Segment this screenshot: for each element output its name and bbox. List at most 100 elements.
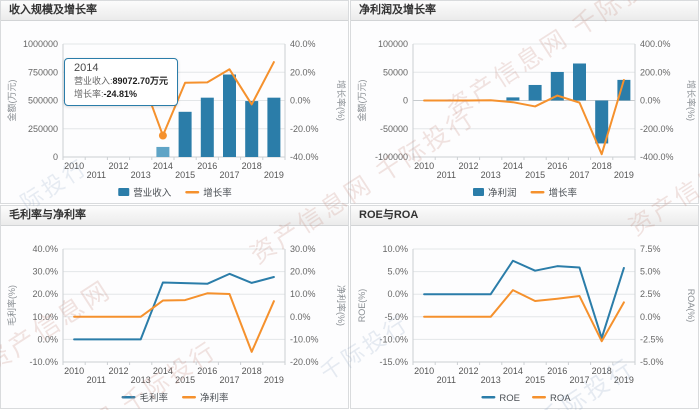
tooltip-value: -24.81% bbox=[103, 88, 138, 99]
right-axis-tick-label: 10.0% bbox=[290, 289, 316, 299]
line-ROA[interactable] bbox=[423, 289, 625, 343]
line-ROE[interactable] bbox=[423, 259, 625, 340]
legend-line-swatch bbox=[121, 396, 136, 399]
left-axis-tick-label: 0.0% bbox=[37, 334, 58, 344]
right-axis-name: 增长率(%) bbox=[336, 80, 347, 121]
x-axis-year-label: 2019 bbox=[264, 170, 284, 180]
panel-netprofit-growth: 净利润及增长率 100000 400.0% 50000 200.0% 0 0.0% -500… bbox=[350, 0, 699, 204]
right-axis-name: 净利率(%) bbox=[336, 285, 347, 326]
x-axis-year-label: 2012 bbox=[458, 161, 478, 171]
x-axis-year-label: 2018 bbox=[242, 366, 262, 376]
chart-canvas-revenue-growth[interactable]: 1000000 40.0% 750000 20.0% 500000 0.0% 250000 -… bbox=[1, 21, 349, 204]
x-axis-year-label: 2011 bbox=[87, 375, 106, 385]
x-axis-year-label: 2017 bbox=[569, 170, 589, 180]
left-axis-tick-label: -50000 bbox=[380, 124, 408, 134]
bar-营业收入-2018[interactable] bbox=[245, 101, 259, 157]
legend-item-净利润[interactable]: 净利润 bbox=[473, 187, 517, 199]
right-axis-tick-label: 30.0% bbox=[290, 244, 316, 254]
chart-tooltip: 2014 营业收入:89072.70万元 增长率:-24.81% bbox=[64, 58, 179, 107]
right-axis-tick-label: -5.0% bbox=[640, 357, 664, 367]
x-axis-year-label: 2011 bbox=[437, 375, 456, 385]
legend-bar-swatch bbox=[118, 188, 130, 196]
panel-title-text: ROE与ROA bbox=[359, 209, 419, 221]
line-毛利率[interactable] bbox=[73, 272, 275, 341]
right-axis-tick-label: -20.0% bbox=[290, 357, 319, 367]
bar-净利润-2019[interactable] bbox=[617, 79, 631, 101]
panel-title-margins: 毛利率与净利率 bbox=[1, 206, 348, 226]
legend-item-毛利率[interactable]: 毛利率 bbox=[121, 392, 169, 404]
x-axis-year-label: 2016 bbox=[197, 161, 217, 171]
left-axis-tick-label: -5.0% bbox=[384, 312, 408, 322]
x-axis-year-label: 2010 bbox=[64, 366, 84, 376]
legend-label: 净利润 bbox=[488, 187, 517, 199]
panel-roe-roa: ROE与ROA 10.0% 7.5% 5.0% 5.0% 0.0% 2.5% -5.0% 0.… bbox=[350, 205, 699, 409]
right-axis-tick-label: -10.0% bbox=[290, 334, 319, 344]
panel-margins: 毛利率与净利率 40.0% 30.0% 30.0% 20.0% 20.0% 10.0% 10… bbox=[0, 205, 349, 409]
x-axis-year-label: 2012 bbox=[458, 366, 478, 376]
panel-title-text: 收入规模及增长率 bbox=[9, 4, 97, 16]
bar-营业收入-2019[interactable] bbox=[267, 97, 281, 157]
right-axis-tick-label: 0.0% bbox=[640, 312, 661, 322]
highlight-point-2014[interactable] bbox=[158, 131, 167, 140]
legend-item-营业收入[interactable]: 营业收入 bbox=[118, 187, 172, 199]
x-axis-year-label: 2015 bbox=[525, 170, 545, 180]
x-axis-year-label: 2018 bbox=[592, 161, 612, 171]
x-axis-year-label: 2016 bbox=[547, 366, 567, 376]
right-axis-name: ROA(%) bbox=[686, 289, 696, 323]
bar-营业收入-2014[interactable] bbox=[156, 146, 170, 157]
legend-item-增长率[interactable]: 增长率 bbox=[530, 187, 578, 199]
x-axis-year-label: 2013 bbox=[131, 375, 151, 385]
bar-营业收入-2015[interactable] bbox=[178, 111, 192, 157]
chart-canvas-netprofit-growth[interactable]: 100000 400.0% 50000 200.0% 0 0.0% -50000 -200.0… bbox=[351, 21, 699, 204]
panel-title-roe-roa: ROE与ROA bbox=[351, 206, 698, 226]
left-axis-tick-label: 1000000 bbox=[23, 39, 58, 49]
left-axis-tick-label: 10.0% bbox=[382, 244, 408, 254]
left-axis-name: 毛利率(%) bbox=[6, 285, 17, 326]
bar-净利润-2017[interactable] bbox=[573, 63, 586, 101]
line-增长率[interactable] bbox=[423, 79, 625, 156]
bar-营业收入-2016[interactable] bbox=[200, 97, 214, 157]
panel-title-revenue-growth: 收入规模及增长率 bbox=[1, 1, 348, 21]
left-axis-tick-label: 40.0% bbox=[32, 244, 58, 254]
bar-净利润-2018[interactable] bbox=[595, 100, 609, 144]
legend-item-ROA[interactable]: ROA bbox=[532, 393, 571, 404]
chart-canvas-margins[interactable]: 40.0% 30.0% 30.0% 20.0% 20.0% 10.0% 10.0% 0.0% 0… bbox=[1, 226, 349, 409]
x-axis-year-label: 2011 bbox=[87, 170, 106, 180]
line-净利率[interactable] bbox=[73, 292, 275, 353]
right-axis-tick-label: 20.0% bbox=[290, 267, 316, 277]
right-axis-tick-label: 40.0% bbox=[290, 39, 316, 49]
x-axis-year-label: 2010 bbox=[64, 161, 84, 171]
tooltip-year: 2014 bbox=[74, 62, 99, 74]
bar-营业收入-2017[interactable] bbox=[223, 74, 236, 157]
legend-line-swatch bbox=[185, 191, 200, 194]
bar-净利润-2016[interactable] bbox=[550, 71, 564, 101]
tooltip-label: 营业收入: bbox=[74, 76, 113, 86]
bar-净利润-2015[interactable] bbox=[528, 84, 542, 101]
x-axis-year-label: 2012 bbox=[108, 161, 128, 171]
left-axis-tick-label: 750000 bbox=[28, 67, 58, 77]
left-axis-tick-label: 100000 bbox=[378, 39, 408, 49]
legend-line-swatch bbox=[182, 396, 196, 399]
bar-净利润-2014[interactable] bbox=[506, 97, 520, 101]
left-axis-tick-label: 0 bbox=[403, 96, 408, 106]
left-axis-tick-label: -10.0% bbox=[29, 357, 58, 367]
right-axis-tick-label: -200.0% bbox=[640, 124, 674, 134]
legend-item-ROE[interactable]: ROE bbox=[481, 393, 520, 404]
x-axis-year-label: 2010 bbox=[414, 366, 434, 376]
legend-line-swatch bbox=[481, 396, 496, 399]
legend-label: 增长率 bbox=[203, 187, 232, 199]
x-axis-year-label: 2017 bbox=[219, 170, 239, 180]
left-axis-tick-label: 50000 bbox=[383, 67, 408, 77]
x-axis-year-label: 2014 bbox=[503, 366, 523, 376]
legend-line-swatch bbox=[530, 191, 545, 194]
left-axis-tick-label: 500000 bbox=[28, 96, 58, 106]
legend-label: 增长率 bbox=[549, 187, 578, 199]
panel-revenue-growth: 收入规模及增长率 1000000 40.0% 750000 20.0% 500000 0.… bbox=[0, 0, 349, 204]
legend-item-增长率[interactable]: 增长率 bbox=[185, 187, 232, 199]
left-axis-tick-label: -10.0% bbox=[379, 334, 408, 344]
right-axis-tick-label: 400.0% bbox=[640, 39, 671, 49]
legend-label: 净利率 bbox=[200, 392, 229, 404]
chart-canvas-roe-roa[interactable]: 10.0% 7.5% 5.0% 5.0% 0.0% 2.5% -5.0% 0.0% -10.0%… bbox=[351, 226, 699, 409]
legend-item-净利率[interactable]: 净利率 bbox=[182, 392, 229, 404]
left-axis-name: 金额(万元) bbox=[356, 80, 367, 122]
